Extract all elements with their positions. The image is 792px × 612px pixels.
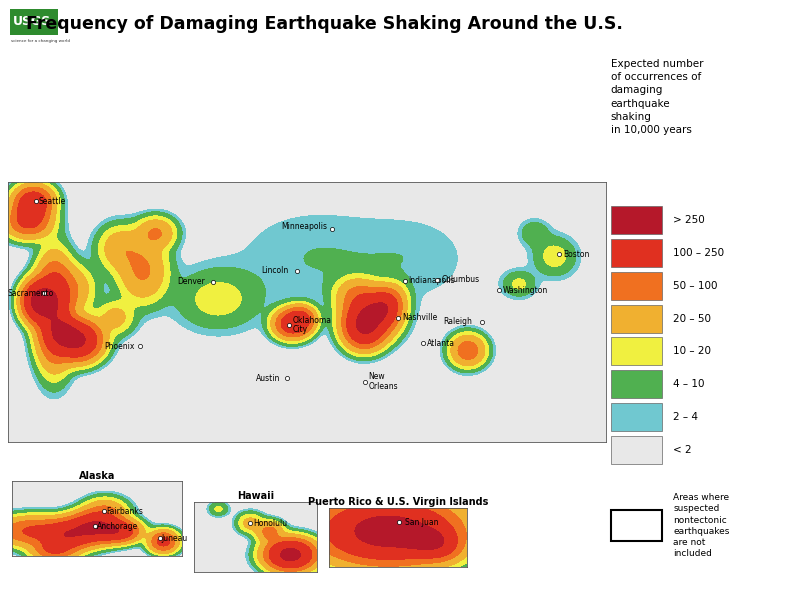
Text: New
Orleans: New Orleans bbox=[369, 372, 398, 391]
Text: Columbus: Columbus bbox=[441, 275, 479, 285]
Text: Nashville: Nashville bbox=[402, 313, 438, 323]
Title: Alaska: Alaska bbox=[79, 471, 115, 480]
Text: 4 – 10: 4 – 10 bbox=[673, 379, 705, 389]
Text: Seattle: Seattle bbox=[39, 196, 66, 206]
Text: Raleigh: Raleigh bbox=[444, 318, 472, 326]
Text: Lincoln: Lincoln bbox=[261, 266, 288, 275]
Text: Fairbanks: Fairbanks bbox=[107, 507, 143, 516]
FancyBboxPatch shape bbox=[611, 337, 662, 365]
Text: Washington: Washington bbox=[503, 286, 548, 294]
Text: 20 – 50: 20 – 50 bbox=[673, 313, 711, 324]
Text: Honolulu: Honolulu bbox=[253, 518, 287, 528]
Text: 10 – 20: 10 – 20 bbox=[673, 346, 711, 356]
Text: 50 – 100: 50 – 100 bbox=[673, 281, 718, 291]
Text: Sacramento: Sacramento bbox=[8, 289, 54, 297]
FancyBboxPatch shape bbox=[611, 305, 662, 332]
Text: Phoenix: Phoenix bbox=[104, 342, 135, 351]
Text: Frequency of Damaging Earthquake Shaking Around the U.S.: Frequency of Damaging Earthquake Shaking… bbox=[26, 15, 623, 33]
Text: Oklahoma
City: Oklahoma City bbox=[293, 316, 332, 334]
FancyBboxPatch shape bbox=[611, 206, 662, 234]
Text: Anchorage: Anchorage bbox=[97, 521, 139, 531]
FancyBboxPatch shape bbox=[611, 436, 662, 464]
Text: Indianapolis: Indianapolis bbox=[409, 277, 455, 285]
Text: Juneau: Juneau bbox=[162, 534, 188, 543]
FancyBboxPatch shape bbox=[611, 272, 662, 300]
Text: Boston: Boston bbox=[563, 250, 589, 259]
FancyBboxPatch shape bbox=[8, 9, 58, 35]
Text: USGS: USGS bbox=[13, 15, 51, 28]
Text: Expected number
of occurrences of
damaging
earthquake
shaking
in 10,000 years: Expected number of occurrences of damagi… bbox=[611, 59, 703, 135]
Text: San Juan: San Juan bbox=[406, 518, 439, 527]
Text: Denver: Denver bbox=[177, 277, 205, 286]
Text: 2 – 4: 2 – 4 bbox=[673, 412, 699, 422]
Text: Atlanta: Atlanta bbox=[427, 339, 455, 348]
FancyBboxPatch shape bbox=[611, 370, 662, 398]
Text: science for a changing world: science for a changing world bbox=[11, 39, 70, 43]
Text: Austin: Austin bbox=[257, 373, 280, 382]
Text: < 2: < 2 bbox=[673, 445, 692, 455]
Text: > 250: > 250 bbox=[673, 215, 705, 225]
Text: Areas where
suspected
nontectonic
earthquakes
are not
included: Areas where suspected nontectonic earthq… bbox=[673, 493, 729, 558]
FancyBboxPatch shape bbox=[611, 239, 662, 267]
Title: Hawaii: Hawaii bbox=[237, 491, 274, 501]
Text: Minneapolis: Minneapolis bbox=[281, 222, 327, 231]
FancyBboxPatch shape bbox=[611, 403, 662, 431]
Text: 100 – 250: 100 – 250 bbox=[673, 248, 725, 258]
Title: Puerto Rico & U.S. Virgin Islands: Puerto Rico & U.S. Virgin Islands bbox=[308, 497, 488, 507]
FancyBboxPatch shape bbox=[611, 510, 662, 541]
